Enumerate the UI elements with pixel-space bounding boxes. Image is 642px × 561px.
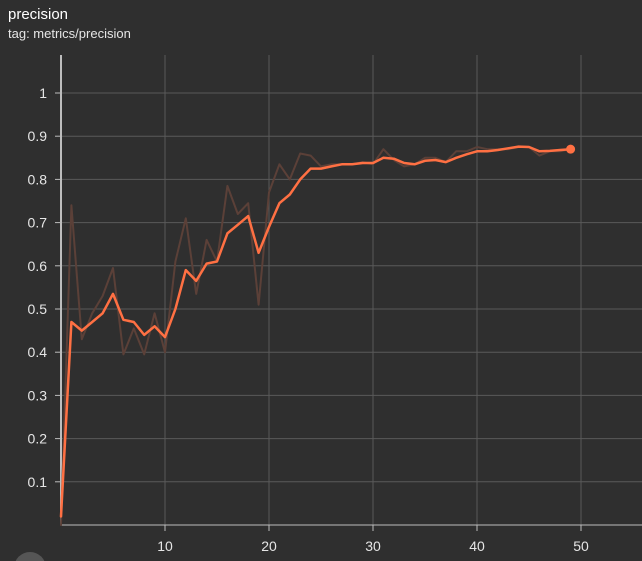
y-tick-label: 0.3 <box>28 387 48 403</box>
y-tick-label: 0.4 <box>28 344 48 360</box>
x-tick-label: 30 <box>365 538 381 554</box>
axes <box>55 55 642 531</box>
last-point-marker <box>566 144 576 154</box>
series-markers <box>566 144 576 154</box>
y-tick-label: 0.7 <box>28 215 48 231</box>
avatar[interactable] <box>14 552 46 561</box>
raw-series-line <box>60 146 572 526</box>
y-tick-label: 1 <box>39 85 47 101</box>
chart-tag: tag: metrics/precision <box>8 26 131 41</box>
y-tick-label: 0.1 <box>28 474 48 490</box>
x-tick-label: 20 <box>261 538 277 554</box>
series-lines <box>59 145 572 526</box>
x-tick-label: 50 <box>573 538 589 554</box>
x-gridlines <box>164 55 582 525</box>
y-tick-label: 0.2 <box>28 431 48 447</box>
y-tick-label: 0.5 <box>28 301 48 317</box>
chart-title: precision <box>8 6 69 23</box>
smoothed-series-line <box>59 145 572 518</box>
y-gridlines <box>61 92 642 483</box>
x-tick-label: 40 <box>469 538 485 554</box>
y-tick-labels: 0.1 0.2 0.3 0.4 0.5 0.6 0.7 0.8 0.9 1 <box>28 85 48 490</box>
x-tick-labels: 10 20 30 40 50 <box>157 538 589 554</box>
x-tick-label: 10 <box>157 538 173 554</box>
y-tick-label: 0.9 <box>28 128 48 144</box>
y-tick-label: 0.8 <box>28 171 48 187</box>
y-tick-label: 0.6 <box>28 258 48 274</box>
